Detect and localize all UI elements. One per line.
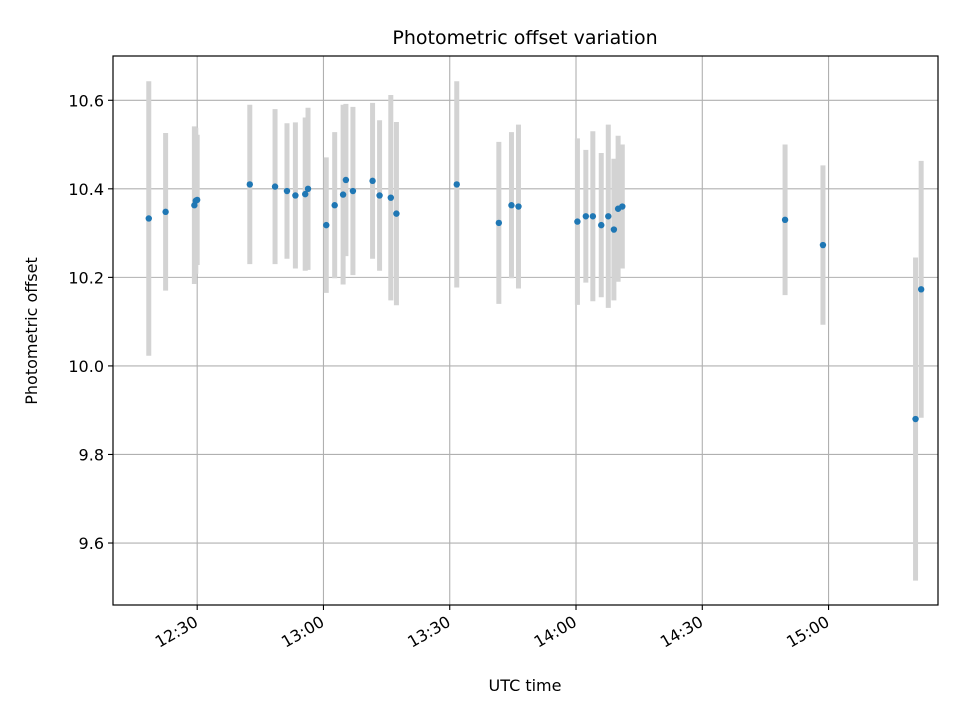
data-point xyxy=(619,203,626,210)
y-tick-label: 10.4 xyxy=(68,180,104,199)
data-point xyxy=(145,215,152,222)
data-point xyxy=(610,226,618,233)
data-point xyxy=(605,213,612,220)
data-point xyxy=(193,196,201,204)
data-points xyxy=(145,176,925,423)
data-point xyxy=(582,213,590,220)
data-point xyxy=(453,181,460,188)
data-point xyxy=(589,213,597,220)
y-tick-label: 10.2 xyxy=(68,268,104,287)
data-point xyxy=(162,208,169,216)
data-point xyxy=(349,187,357,195)
data-point xyxy=(283,187,291,195)
y-tick-label: 9.8 xyxy=(79,445,104,464)
data-point xyxy=(912,415,919,423)
y-tick-label: 10.6 xyxy=(68,91,104,110)
data-point xyxy=(339,191,347,198)
data-point xyxy=(574,218,581,225)
data-point xyxy=(342,176,350,184)
data-point xyxy=(331,202,338,209)
data-point xyxy=(393,210,400,217)
data-point xyxy=(271,183,279,190)
data-point xyxy=(598,221,605,229)
y-tick-label: 9.6 xyxy=(79,534,104,553)
data-point xyxy=(376,192,383,199)
data-point xyxy=(495,219,503,227)
data-point xyxy=(508,202,515,209)
data-point xyxy=(302,190,309,198)
data-point xyxy=(292,192,299,199)
y-axis-ticks: 9.6 9.8 10.0 10.2 10.4 10.6 xyxy=(68,91,113,553)
data-point xyxy=(323,221,330,229)
data-point xyxy=(304,185,312,193)
y-tick-label: 10.0 xyxy=(68,357,104,376)
plot-frame xyxy=(112,55,939,606)
data-point xyxy=(819,241,827,249)
data-point xyxy=(781,216,789,224)
data-point xyxy=(515,203,522,210)
data-point xyxy=(917,286,925,293)
chart-title: Photometric offset variation xyxy=(392,27,657,49)
data-point xyxy=(369,177,376,185)
y-axis-title: Photometric offset xyxy=(22,257,41,405)
x-axis-title: UTC time xyxy=(489,676,562,695)
data-point xyxy=(387,194,395,201)
data-point xyxy=(246,181,253,188)
